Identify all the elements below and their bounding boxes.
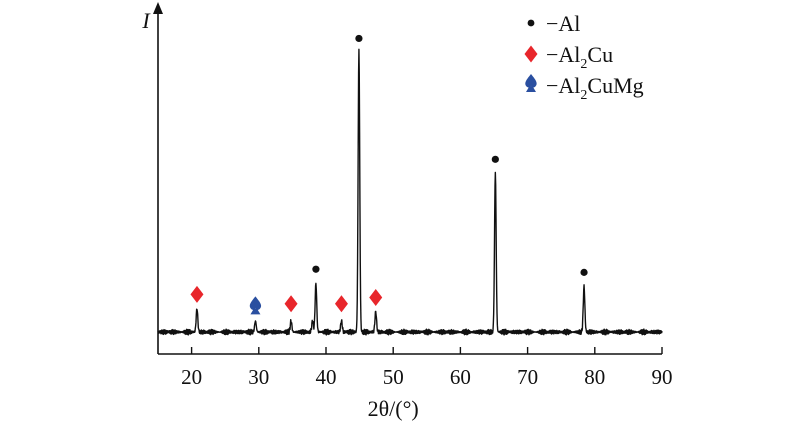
circle-marker-icon <box>491 155 499 163</box>
x-tick-label: 50 <box>383 365 404 389</box>
y-axis-title: I <box>141 8 151 33</box>
x-tick-label: 90 <box>652 365 673 389</box>
diamond-marker-icon <box>284 295 298 313</box>
legend-label: −Al2CuMg <box>546 73 644 103</box>
diffraction-pattern-line <box>157 48 663 336</box>
legend-label: −Al2Cu <box>546 42 613 72</box>
axes <box>153 2 662 355</box>
x-tick-label: 40 <box>316 365 337 389</box>
circle-marker-icon <box>312 265 320 273</box>
legend-item: −Al <box>527 11 580 36</box>
circle-marker-icon <box>355 34 363 43</box>
diamond-marker-icon <box>369 288 383 306</box>
circle-marker-icon <box>527 19 535 27</box>
spade-marker-icon <box>249 296 262 315</box>
x-tick-label: 80 <box>584 365 605 389</box>
legend: −Al −Al2Cu−Al2CuMg <box>524 11 644 103</box>
x-ticks: 20 30 40 50 60 70 80 90 <box>181 347 673 389</box>
legend-label: −Al <box>546 11 580 36</box>
x-tick-label: 30 <box>248 365 269 389</box>
legend-item: −Al2Cu <box>524 42 613 72</box>
x-tick-label: 20 <box>181 365 202 389</box>
legend-item: −Al2CuMg <box>525 73 644 103</box>
circle-marker-icon <box>580 268 588 276</box>
peak-markers <box>190 34 588 315</box>
y-axis-arrow-icon <box>153 2 163 14</box>
diamond-marker-icon <box>524 45 538 63</box>
x-tick-label: 70 <box>517 365 538 389</box>
x-axis-title: 2θ/(°) <box>368 396 419 421</box>
diamond-marker-icon <box>190 285 204 303</box>
x-tick-label: 60 <box>450 365 471 389</box>
spade-marker-icon <box>525 74 537 92</box>
diamond-marker-icon <box>334 295 348 313</box>
